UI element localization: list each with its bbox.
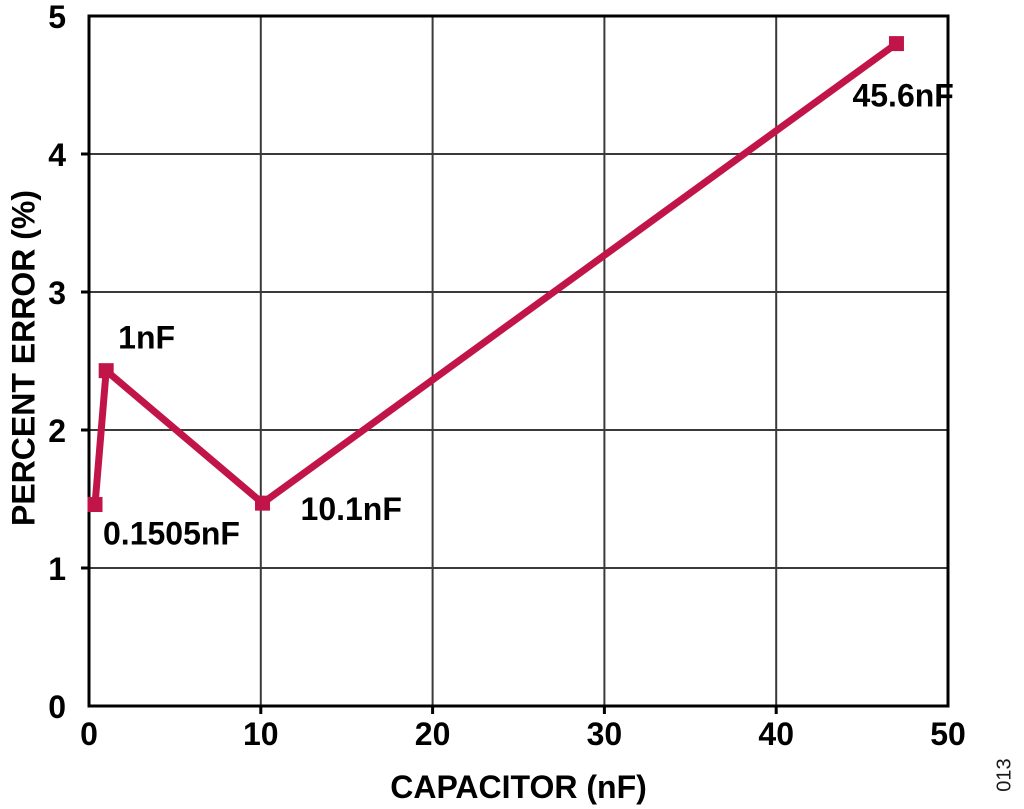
series-line <box>91 40 899 508</box>
x-tick-label: 10 <box>243 716 279 752</box>
x-tick-label: 0 <box>80 716 98 752</box>
x-tick-label: 40 <box>758 716 794 752</box>
y-tick-label: 5 <box>48 0 66 35</box>
data-point-label: 45.6nF <box>852 78 953 114</box>
data-point-marker <box>98 363 114 379</box>
plot-frame <box>87 14 950 708</box>
y-tick-label: 0 <box>48 689 66 725</box>
data-point-label: 1nF <box>118 320 175 356</box>
x-tick-label: 20 <box>415 716 451 752</box>
figure-number: 013 <box>993 758 1016 792</box>
data-point-marker <box>888 36 904 52</box>
x-tick-label: 50 <box>930 716 966 752</box>
data-point-marker <box>255 495 271 511</box>
y-tick-label: 4 <box>48 137 66 173</box>
data-point-label: 10.1nF <box>301 491 402 527</box>
data-point-marker <box>87 497 103 513</box>
y-tick-label: 1 <box>48 551 66 587</box>
x-tick-label: 30 <box>587 716 623 752</box>
y-axis-title: PERCENT ERROR (%) <box>5 189 42 527</box>
y-tick-label: 3 <box>48 275 66 311</box>
x-axis-title: CAPACITOR (nF) <box>390 769 647 805</box>
data-point-label: 0.1505nF <box>103 516 240 552</box>
y-tick-label: 2 <box>48 413 66 449</box>
